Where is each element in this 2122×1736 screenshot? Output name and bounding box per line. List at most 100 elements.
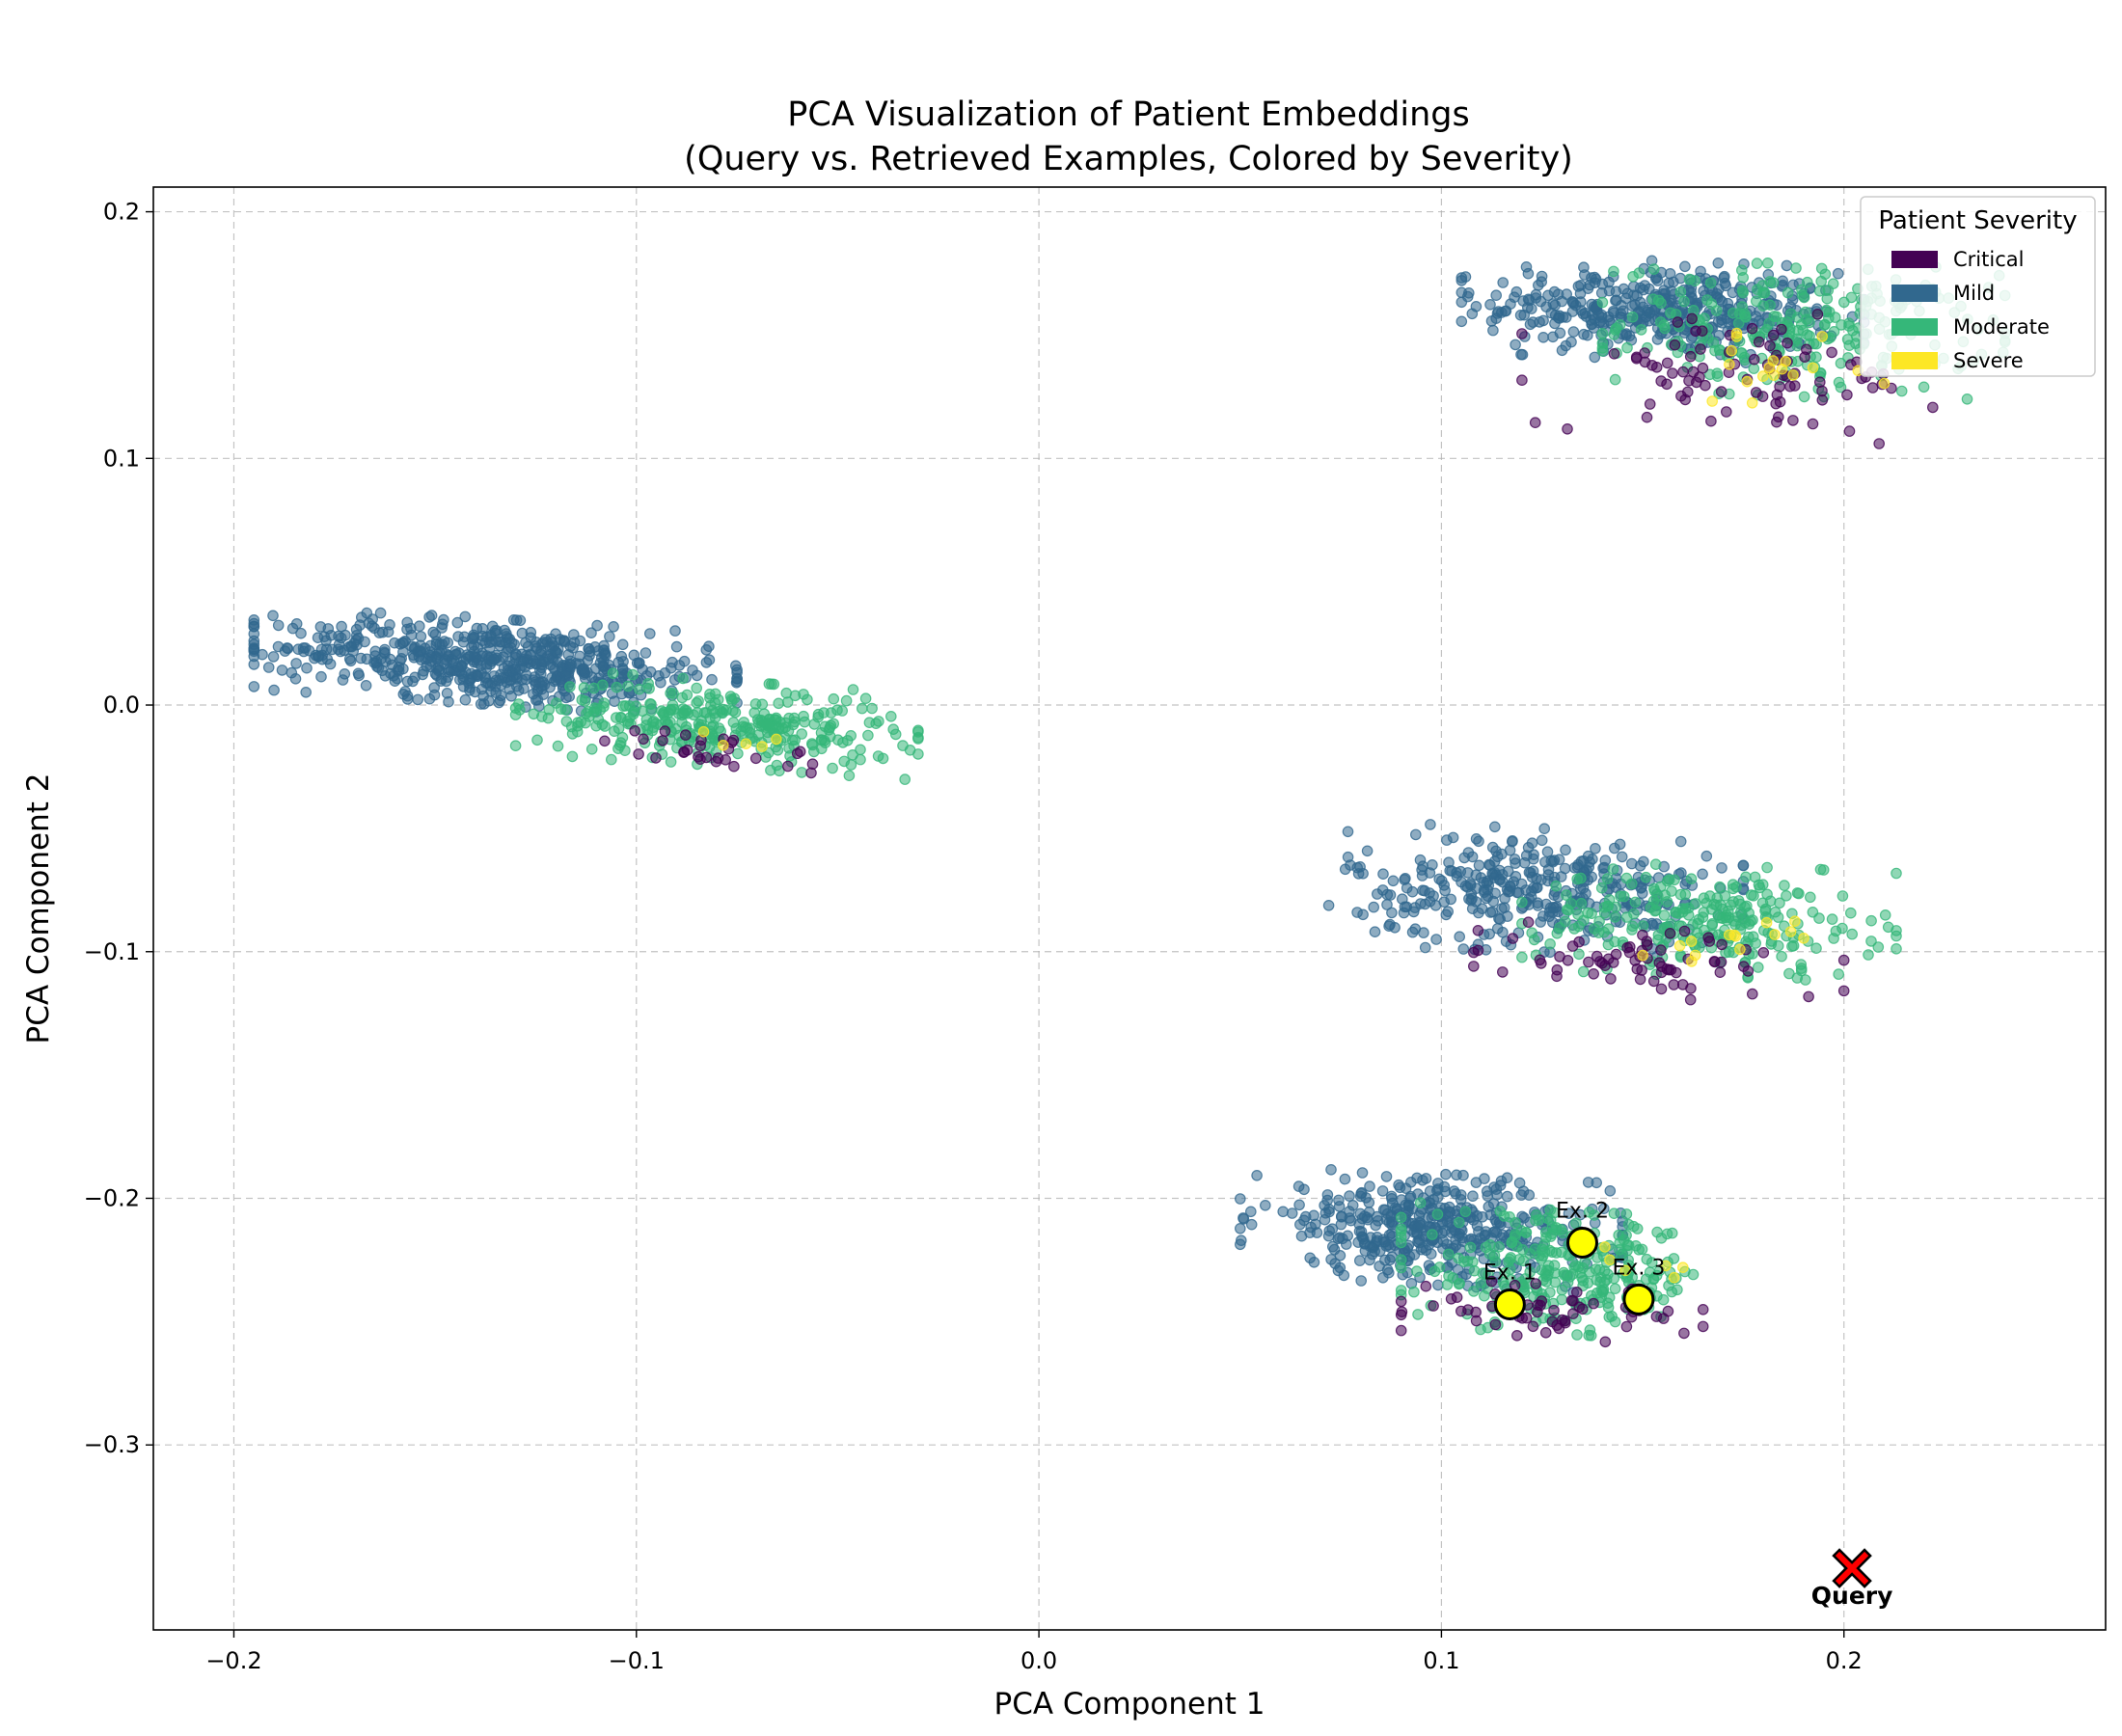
- point-critical: [1548, 1304, 1560, 1316]
- point-mild: [466, 640, 477, 653]
- point-moderate: [1453, 1252, 1464, 1264]
- point-critical: [1774, 381, 1785, 393]
- point-mild: [490, 674, 502, 687]
- point-mild: [1372, 888, 1383, 900]
- point-mild: [1354, 1255, 1366, 1266]
- point-mild: [617, 669, 629, 682]
- point-moderate: [1772, 939, 1784, 952]
- point-moderate: [543, 703, 555, 716]
- point-mild: [1455, 876, 1467, 888]
- point-moderate: [1540, 1264, 1553, 1276]
- point-mild: [1383, 1266, 1395, 1279]
- point-severe: [740, 738, 752, 749]
- point-mild: [267, 651, 280, 663]
- point-mild: [1575, 279, 1587, 291]
- point-mild: [1510, 339, 1521, 351]
- point-severe: [1734, 943, 1746, 956]
- point-moderate: [1698, 892, 1710, 904]
- point-mild: [272, 619, 285, 632]
- point-moderate: [1539, 1227, 1552, 1238]
- point-moderate: [1655, 316, 1667, 328]
- point-moderate: [818, 707, 830, 719]
- point-critical: [1738, 961, 1750, 972]
- point-mild: [1387, 875, 1400, 887]
- point-mild: [1470, 869, 1483, 881]
- point-mild: [248, 628, 260, 639]
- point-moderate: [1627, 270, 1639, 283]
- point-mild: [1277, 1206, 1289, 1218]
- point-mild: [1473, 859, 1485, 872]
- point-mild: [599, 647, 612, 659]
- point-mild: [1781, 259, 1793, 272]
- x-tick-label: −0.1: [609, 1647, 665, 1674]
- point-critical: [1661, 357, 1673, 369]
- point-mild: [1339, 863, 1351, 876]
- y-axis-label: PCA Component 2: [21, 773, 56, 1044]
- point-moderate: [633, 683, 645, 695]
- point-critical: [1445, 1293, 1457, 1305]
- point-mild: [436, 622, 448, 634]
- point-mild: [1494, 1180, 1507, 1191]
- point-moderate: [1433, 1261, 1446, 1273]
- point-moderate: [1685, 873, 1698, 884]
- point-mild: [1589, 271, 1600, 284]
- point-mild: [501, 628, 512, 639]
- point-critical: [1757, 946, 1770, 959]
- point-mild: [347, 645, 359, 657]
- point-severe: [1787, 369, 1799, 381]
- point-mild: [1433, 873, 1445, 885]
- point-moderate: [1666, 1227, 1678, 1239]
- point-critical: [1845, 359, 1857, 370]
- point-critical: [1770, 397, 1782, 410]
- point-moderate: [1704, 277, 1717, 289]
- retrieved-examples: Ex. 1 Ex. 2 Ex. 3: [1483, 1200, 1665, 1320]
- point-moderate: [1411, 1265, 1423, 1277]
- point-moderate: [1657, 1293, 1670, 1306]
- point-critical: [1539, 1327, 1552, 1339]
- point-critical: [1716, 938, 1728, 951]
- point-mild: [1635, 882, 1647, 894]
- point-moderate: [622, 680, 634, 692]
- point-mild: [1235, 1223, 1246, 1234]
- point-moderate: [1752, 284, 1763, 295]
- point-moderate: [1687, 919, 1699, 931]
- point-moderate: [1736, 301, 1749, 312]
- point-mild: [1352, 868, 1365, 880]
- point-moderate: [1895, 385, 1908, 397]
- point-critical: [1634, 973, 1646, 986]
- point-mild: [1674, 835, 1687, 848]
- point-moderate: [1515, 1225, 1528, 1236]
- point-moderate: [1764, 299, 1776, 312]
- point-mild: [368, 622, 380, 635]
- point-mild: [608, 620, 619, 633]
- point-critical: [1747, 988, 1758, 1000]
- point-critical: [1536, 958, 1547, 969]
- point-moderate: [1412, 1309, 1424, 1320]
- point-moderate: [1865, 914, 1877, 927]
- point-mild: [1376, 1185, 1389, 1197]
- point-critical: [1721, 406, 1732, 418]
- point-moderate: [831, 734, 844, 746]
- point-critical: [1641, 411, 1653, 423]
- point-moderate: [1736, 264, 1748, 276]
- point-severe: [1878, 377, 1891, 390]
- point-mild: [425, 610, 438, 621]
- point-mild: [568, 637, 581, 648]
- point-mild: [1293, 1199, 1305, 1211]
- point-moderate: [611, 681, 622, 693]
- point-moderate: [870, 718, 882, 729]
- point-moderate: [1833, 968, 1844, 980]
- point-critical: [1684, 993, 1697, 1006]
- point-moderate: [1807, 906, 1819, 918]
- point-mild: [1356, 1167, 1369, 1179]
- legend-swatch-severe: [1891, 352, 1938, 369]
- point-mild: [1737, 859, 1750, 872]
- point-mild: [1413, 1209, 1426, 1222]
- point-mild: [1482, 1190, 1494, 1202]
- point-mild: [1333, 1194, 1345, 1207]
- point-mild: [262, 662, 275, 673]
- point-mild: [1455, 296, 1468, 309]
- point-moderate: [1750, 937, 1761, 949]
- point-mild: [1473, 1226, 1484, 1237]
- point-mild: [290, 617, 303, 630]
